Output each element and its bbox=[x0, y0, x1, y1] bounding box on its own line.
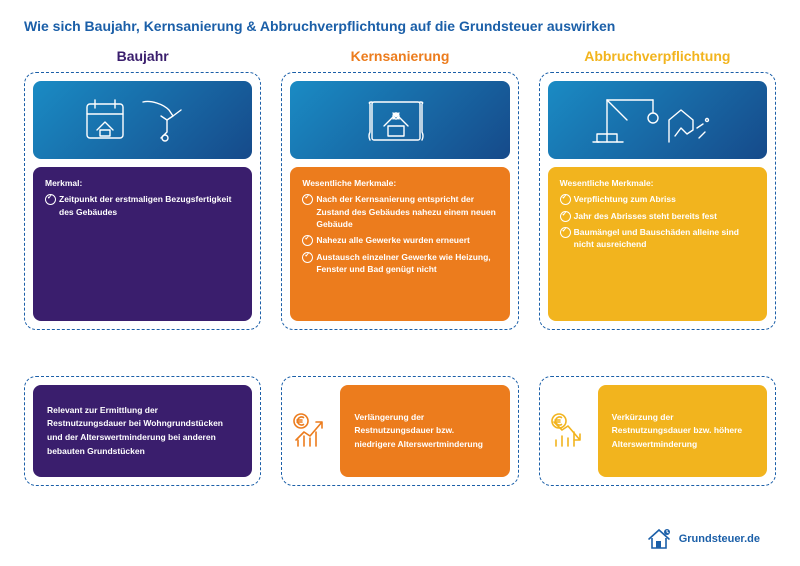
column-heading: Kernsanierung bbox=[281, 48, 518, 64]
footer-logo: Grundsteuer.de bbox=[645, 526, 760, 552]
feature-item: Austausch einzelner Gewerke wie Heizung,… bbox=[302, 251, 497, 276]
features-panel: Wesentliche Merkmale: Nach der Kernsanie… bbox=[290, 167, 509, 321]
feature-item: Zeitpunkt der erstmaligen Bezugsfertigke… bbox=[45, 193, 240, 218]
result-panel: Verkürzung der Restnutzungsdauer bzw. hö… bbox=[598, 385, 767, 477]
euro-trend-icon bbox=[290, 385, 332, 477]
column: Kernsanierung Wesentliche Merkmale: Nach… bbox=[281, 48, 518, 486]
result-text: Verlängerung der Restnutzungsdauer bzw. … bbox=[354, 411, 495, 452]
column: Baujahr Merkmal: Zeitpunkt der erstmalig bbox=[24, 48, 261, 486]
features-list: Zeitpunkt der erstmaligen Bezugsfertigke… bbox=[45, 193, 240, 218]
euro-trend-icon bbox=[548, 385, 590, 477]
arrow-down-icon bbox=[24, 330, 261, 376]
bottom-box: Relevant zur Ermittlung der Restnutzungs… bbox=[24, 376, 261, 486]
icon-panel bbox=[290, 81, 509, 159]
result-panel: Relevant zur Ermittlung der Restnutzungs… bbox=[33, 385, 252, 477]
result-text: Relevant zur Ermittlung der Restnutzungs… bbox=[47, 404, 238, 458]
top-box: Merkmal: Zeitpunkt der erstmaligen Bezug… bbox=[24, 72, 261, 330]
column-heading: Abbruchverpflichtung bbox=[539, 48, 776, 64]
features-label: Wesentliche Merkmale: bbox=[302, 177, 497, 189]
bottom-box: Verkürzung der Restnutzungsdauer bzw. hö… bbox=[539, 376, 776, 486]
features-list: Verpflichtung zum Abriss Jahr des Abrisse… bbox=[560, 193, 755, 250]
column-heading: Baujahr bbox=[24, 48, 261, 64]
features-list: Nach der Kernsanierung entspricht der Zu… bbox=[302, 193, 497, 275]
bottom-box: Verlängerung der Restnutzungsdauer bzw. … bbox=[281, 376, 518, 486]
arrow-down-icon bbox=[281, 330, 518, 376]
footer-text: Grundsteuer.de bbox=[679, 533, 760, 545]
columns-container: Baujahr Merkmal: Zeitpunkt der erstmalig bbox=[24, 48, 776, 486]
feature-item: Nahezu alle Gewerke wurden erneuert bbox=[302, 234, 497, 246]
features-label: Wesentliche Merkmale: bbox=[560, 177, 755, 189]
top-box: Wesentliche Merkmale: Nach der Kernsanie… bbox=[281, 72, 518, 330]
icon-panel bbox=[33, 81, 252, 159]
feature-item: Baumängel und Bauschäden alleine sind ni… bbox=[560, 226, 755, 251]
features-label: Merkmal: bbox=[45, 177, 240, 189]
top-box: Wesentliche Merkmale: Verpflichtung zum … bbox=[539, 72, 776, 330]
icon-panel bbox=[548, 81, 767, 159]
page-title: Wie sich Baujahr, Kernsanierung & Abbruc… bbox=[24, 18, 776, 34]
arrow-down-icon bbox=[539, 330, 776, 376]
feature-item: Verpflichtung zum Abriss bbox=[560, 193, 755, 205]
feature-item: Nach der Kernsanierung entspricht der Zu… bbox=[302, 193, 497, 230]
result-text: Verkürzung der Restnutzungsdauer bzw. hö… bbox=[612, 411, 753, 452]
result-panel: Verlängerung der Restnutzungsdauer bzw. … bbox=[340, 385, 509, 477]
features-panel: Wesentliche Merkmale: Verpflichtung zum … bbox=[548, 167, 767, 321]
column: Abbruchverpflichtung Wesentliche Merkmal… bbox=[539, 48, 776, 486]
features-panel: Merkmal: Zeitpunkt der erstmaligen Bezug… bbox=[33, 167, 252, 321]
feature-item: Jahr des Abrisses steht bereits fest bbox=[560, 210, 755, 222]
house-logo-icon bbox=[645, 526, 673, 552]
